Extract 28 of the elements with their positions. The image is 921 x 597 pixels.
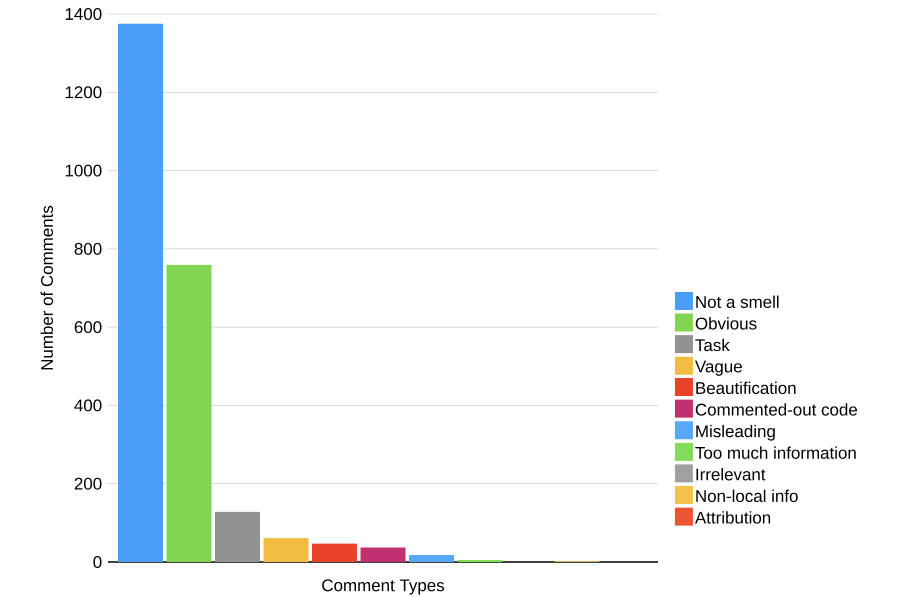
bar [360, 548, 406, 562]
bar [312, 544, 358, 562]
legend-label: Obvious [696, 317, 756, 330]
y-tick-label: 0 [93, 556, 102, 568]
y-tick-label: 200 [74, 478, 102, 490]
legend-label: Irrelevant [696, 468, 766, 480]
bar [166, 264, 212, 562]
y-tick-label: 1400 [66, 8, 102, 20]
y-tick-label: 400 [74, 399, 102, 412]
x-axis-title: Comment Types [322, 579, 444, 595]
legend-label: Attribution [694, 511, 770, 524]
bar [409, 554, 454, 562]
y-axis-title: Number of Comments [40, 206, 53, 370]
legend-label: Non-local info [696, 490, 798, 502]
y-tick-label: 1200 [66, 86, 102, 98]
legend-label: Not a smell [696, 296, 778, 308]
bar [118, 24, 164, 562]
legend-label: Task [695, 338, 730, 352]
legend-label: Misleading [696, 424, 775, 441]
legend-label: Too much information [695, 446, 856, 459]
legend-label: Beautification [696, 382, 796, 394]
bar [264, 538, 309, 562]
y-tick-label: 1000 [66, 164, 102, 177]
legend-label: Vague [695, 360, 742, 376]
legend-label: Commented-out code [696, 403, 858, 416]
y-tick-label: 800 [74, 242, 102, 255]
bar [215, 512, 260, 562]
y-tick-label: 600 [74, 321, 102, 334]
